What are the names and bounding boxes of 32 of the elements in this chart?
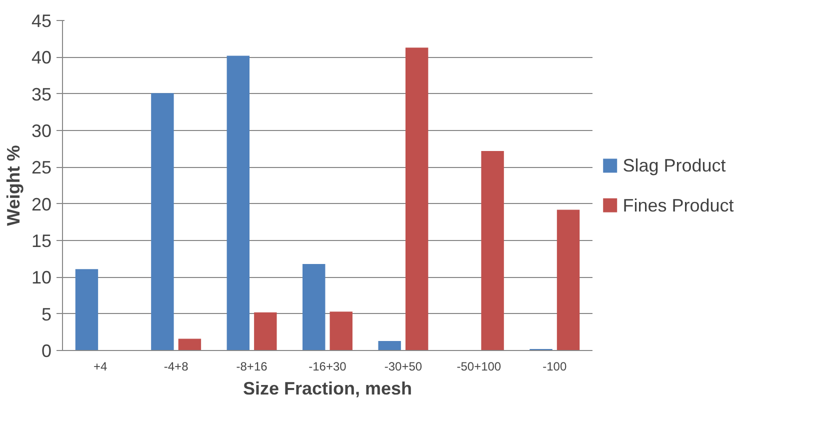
- y-tick-label: 0: [41, 341, 52, 361]
- y-tick-label: 30: [31, 121, 52, 141]
- y-tick-label: 35: [31, 84, 52, 104]
- x-tick-label: -50+100: [456, 360, 502, 374]
- bar: [151, 93, 174, 350]
- y-tick-label: 45: [31, 11, 52, 31]
- legend-label: Slag Product: [622, 156, 726, 176]
- x-tick-label: -16+30: [308, 360, 347, 374]
- bar: [254, 312, 277, 350]
- y-tick-label: 40: [31, 48, 52, 68]
- x-tick-label: +4: [94, 360, 108, 374]
- bar: [481, 151, 504, 350]
- bar: [226, 56, 250, 350]
- bar: [330, 312, 352, 350]
- bar: [75, 269, 98, 350]
- y-axis-title: Weight %: [3, 145, 24, 226]
- bar: [405, 48, 428, 350]
- x-tick-label: -4+8: [164, 360, 189, 374]
- y-tick-label: 15: [31, 231, 52, 251]
- x-tick-label: -100: [542, 360, 567, 374]
- x-tick-label: -30+50: [384, 360, 422, 374]
- x-axis-title: Size Fraction, mesh: [242, 378, 412, 398]
- bar: [302, 264, 326, 350]
- legend-label: Fines Product: [622, 195, 734, 216]
- bar: [556, 210, 580, 350]
- y-tick-label: 5: [41, 304, 52, 324]
- y-tick-label: 25: [31, 158, 52, 178]
- y-tick-label: 10: [31, 268, 52, 288]
- bar: [178, 338, 202, 350]
- bar: [378, 340, 401, 350]
- y-tick-label: 20: [31, 194, 52, 214]
- x-tick-label: -8+16: [236, 360, 268, 374]
